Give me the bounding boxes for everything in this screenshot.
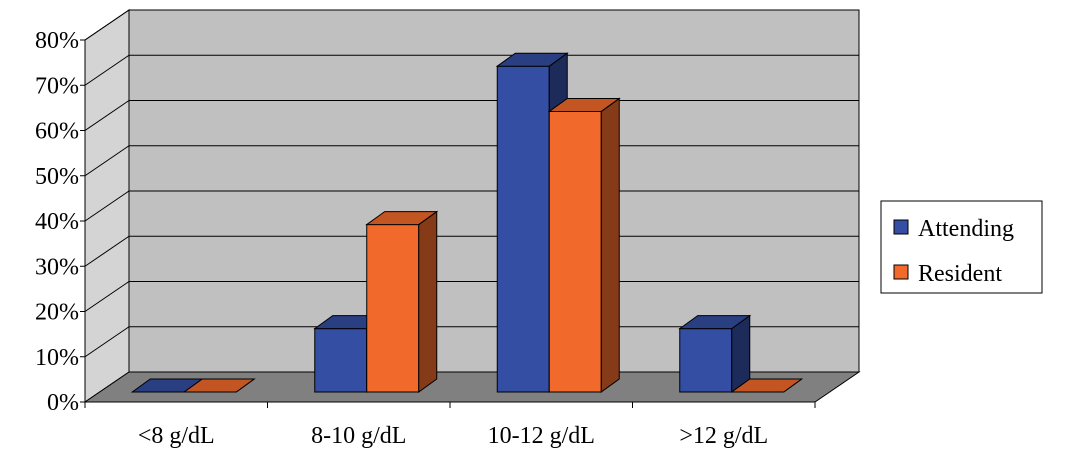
bar-top — [182, 378, 256, 393]
x-category-label: 10-12 g/dL — [488, 423, 595, 449]
x-axis-category-labels: <8 g/dL 8-10 g/dL 10-12 g/dL >12 g/dL — [138, 423, 768, 449]
bars — [130, 52, 804, 393]
bar-top — [365, 211, 439, 226]
y-tick-label: 0% — [47, 390, 79, 416]
bar-attending-3 — [678, 314, 752, 393]
y-tick-label: 40% — [35, 209, 79, 235]
bar-front — [548, 110, 602, 393]
y-tick-label: 70% — [35, 73, 79, 99]
legend-swatch-attending — [893, 219, 909, 235]
y-tick-label: 30% — [35, 254, 79, 280]
bar-top — [495, 52, 569, 67]
bar-top — [678, 315, 752, 330]
bar-resident-1 — [365, 210, 439, 393]
bar-resident-3 — [730, 378, 804, 393]
x-category-label: <8 g/dL — [138, 423, 215, 449]
axes — [80, 39, 816, 408]
legend-label-attending: Attending — [918, 216, 1014, 242]
bar-side — [418, 210, 438, 393]
bar-resident-0 — [182, 378, 256, 393]
x-category-label: 8-10 g/dL — [311, 423, 406, 449]
bar-front — [366, 224, 420, 393]
y-tick-label: 50% — [35, 164, 79, 190]
bar-front — [679, 328, 733, 393]
bar-front — [496, 65, 550, 393]
bar-resident-2 — [547, 97, 621, 393]
legend-label-resident: Resident — [918, 261, 1002, 287]
x-category-label: >12 g/dL — [679, 423, 768, 449]
bar-side — [600, 97, 620, 393]
bar-top — [547, 97, 621, 112]
y-tick-label: 80% — [35, 28, 79, 54]
bar-top — [730, 378, 804, 393]
y-tick-label: 10% — [35, 345, 79, 371]
gridline — [84, 9, 859, 41]
legend: Attending Resident — [880, 200, 1043, 294]
y-tick-label: 20% — [35, 300, 79, 326]
y-tick-label: 60% — [35, 119, 79, 145]
y-axis-tick-labels: 0% 10% 20% 30% 40% 50% 60% 70% 80% — [35, 28, 79, 416]
legend-swatch-resident — [893, 264, 909, 280]
bar-front — [314, 328, 368, 393]
gridline — [84, 54, 859, 86]
